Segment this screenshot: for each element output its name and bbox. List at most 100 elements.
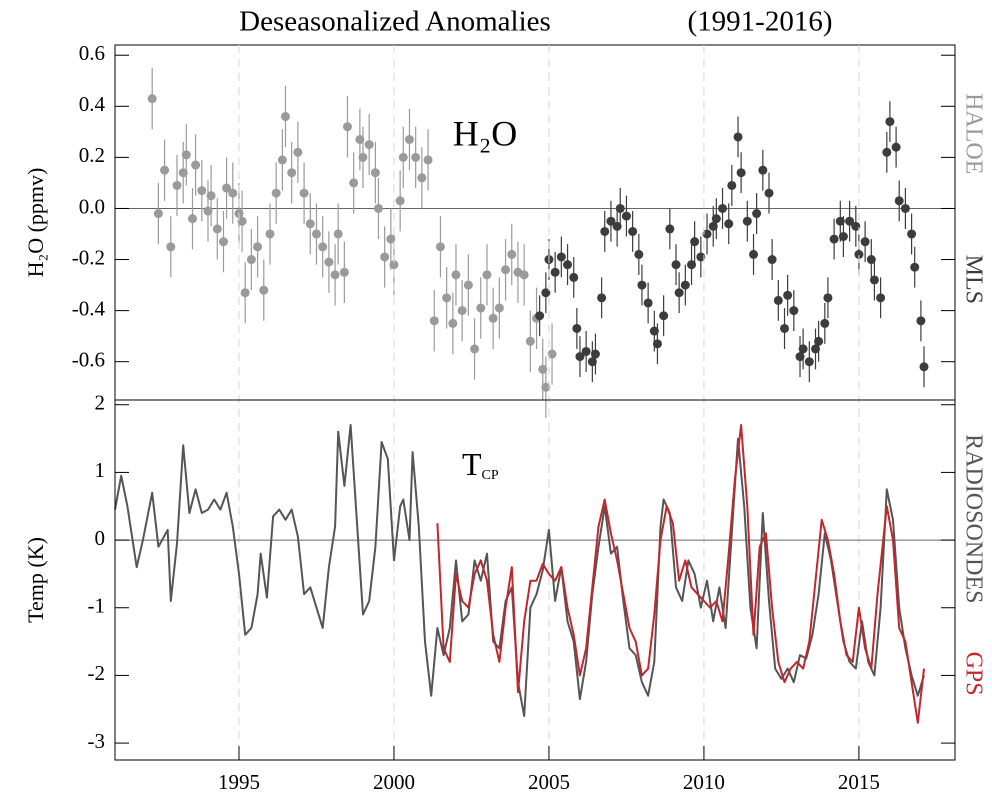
data-point [615, 203, 625, 213]
data-point [702, 229, 712, 239]
data-point [690, 237, 700, 247]
data-point [311, 229, 321, 239]
data-point [507, 249, 517, 259]
data-point [305, 219, 315, 229]
data-point [724, 219, 734, 229]
data-point [773, 295, 783, 305]
data-point [876, 293, 886, 303]
data-point [845, 216, 855, 226]
data-point [900, 203, 910, 213]
data-point [364, 140, 374, 150]
data-point [386, 234, 396, 244]
data-point [587, 357, 597, 367]
data-point [355, 134, 365, 144]
data-point [349, 178, 359, 188]
data-point [612, 221, 622, 231]
y-tick-label: 2 [95, 391, 106, 415]
data-point [429, 316, 439, 326]
data-point [358, 152, 368, 162]
y-axis-label: Temp (K) [23, 537, 48, 623]
data-point [228, 188, 238, 198]
y-tick-label: 0.0 [79, 194, 105, 218]
data-point [680, 280, 690, 290]
plot-frame [114, 399, 956, 761]
annotation-subscript: CP [482, 468, 499, 483]
data-point [457, 306, 467, 316]
data-point [637, 280, 647, 290]
data-point [330, 270, 340, 280]
data-point [891, 142, 901, 152]
data-point [259, 285, 269, 295]
data-point [370, 168, 380, 178]
data-point [265, 229, 275, 239]
data-point [811, 344, 821, 354]
x-tick-label: 2005 [528, 770, 570, 794]
data-point [804, 357, 814, 367]
data-point [541, 382, 551, 392]
data-point [708, 221, 718, 231]
legend-entry: MLS [960, 255, 986, 304]
data-point [798, 344, 808, 354]
annotation: H₂O [453, 113, 518, 153]
data-point [178, 168, 188, 178]
data-point [860, 237, 870, 247]
data-point [749, 249, 759, 259]
data-point [758, 165, 768, 175]
data-point [172, 180, 182, 190]
data-point [919, 362, 929, 372]
data-point [299, 188, 309, 198]
x-tick-label: 2010 [683, 770, 725, 794]
data-point [854, 249, 864, 259]
data-point [525, 336, 535, 346]
data-point [885, 117, 895, 127]
data-point [435, 242, 445, 252]
data-point [395, 196, 405, 206]
data-point [287, 168, 297, 178]
data-point [764, 188, 774, 198]
legend-entry: HALOE [960, 93, 986, 174]
data-point [671, 260, 681, 270]
data-point [597, 293, 607, 303]
y-axis-label: H₂O (ppmv) [23, 168, 48, 278]
chart-title: Deseasonalized Anomalies [239, 6, 551, 38]
data-point [628, 226, 638, 236]
y-tick-label: 1 [95, 458, 106, 482]
data-point [476, 303, 486, 313]
data-point [572, 323, 582, 333]
data-point [277, 155, 287, 165]
data-point [181, 150, 191, 160]
y-tick-label: -0.2 [72, 245, 105, 269]
y-tick-label: 0 [95, 526, 106, 550]
data-point [780, 323, 790, 333]
data-point [237, 216, 247, 226]
data-point [240, 288, 250, 298]
y-tick-label: -1 [88, 594, 106, 618]
data-point [191, 160, 201, 170]
data-point [333, 229, 343, 239]
data-point [538, 364, 548, 374]
y-tick-label: 0.6 [79, 41, 105, 65]
data-point [501, 265, 511, 275]
data-point [575, 352, 585, 362]
data-point [153, 209, 163, 219]
data-point [838, 232, 848, 242]
data-point [866, 255, 876, 265]
data-point [907, 229, 917, 239]
data-point [398, 152, 408, 162]
data-point [742, 216, 752, 226]
data-point [380, 252, 390, 262]
data-point [752, 209, 762, 219]
data-point [166, 242, 176, 252]
data-point [665, 224, 675, 234]
data-point [535, 311, 545, 321]
data-point [767, 255, 777, 265]
data-point [563, 260, 573, 270]
annotation: TCP [462, 446, 499, 483]
annotation-main: T [462, 446, 482, 482]
data-point [674, 288, 684, 298]
data-point [823, 293, 833, 303]
data-point [246, 255, 256, 265]
data-point [271, 188, 281, 198]
data-point [253, 242, 263, 252]
data-point [463, 280, 473, 290]
